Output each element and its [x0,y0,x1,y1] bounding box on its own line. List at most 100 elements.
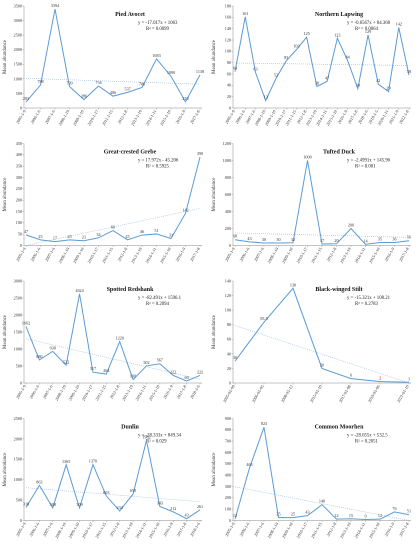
x-tick-label: 2014-1-11 [134,522,147,539]
x-tick-label: 2005-1-9 [224,247,236,263]
x-tick-label: 2005-1-9 [224,522,236,538]
y-tick-label: 50 [18,232,22,237]
x-tick-label: 2005-1-9 [15,247,27,263]
data-label: 25 [38,234,42,239]
r-squared: R² = 0.029 [146,439,167,445]
chart-panel: 0 20 40 60 80 100 120 140 160 180 Mean abundance No… [212,3,411,126]
data-label: 64 [233,66,238,71]
x-tick-label: 2008-1-19 [54,384,67,402]
y-tick-label: 60 [227,337,231,342]
data-label: 76 [392,506,396,511]
x-tick-label: 2013-1-19 [121,384,134,402]
x-tick-label: 2010-1-17 [295,522,308,540]
x-tick-label: 2014-1-11 [144,247,157,264]
x-tick-label: 2008-1-19 [266,247,279,265]
y-tick-label: 100 [225,507,231,512]
data-label: 286 [81,94,87,99]
x-tick-label: 2015-1-10 [159,247,172,265]
data-label: 1220 [116,336,124,341]
chart-panel: 0 500 1000 1500 2000 2500 3000 Mean abundance Sp… [3,278,203,401]
chart-title: Great-crested Grebe [104,150,157,156]
data-label: 161 [242,11,248,16]
x-tick-label: 2006-1-6 [238,247,250,263]
data-label: 2624 [75,288,84,293]
data-label: 3394 [51,3,60,8]
y-tick-label: 120 [225,37,231,42]
y-tick-label: 2000 [14,47,22,52]
data-label: 788 [37,79,43,84]
data-label: 318 [23,502,29,507]
data-label: 35 [378,237,382,242]
y-tick-label: 0 [229,518,231,523]
data-label: 210 [182,96,188,101]
x-tick-label: 2019-01-06 [367,384,381,403]
y-tick-label: 60 [227,71,231,76]
data-label: 2 [379,376,381,381]
trend-line [25,487,201,503]
x-tick-label: 2008-1-19 [54,522,67,540]
x-tick-label: 2017-1-8 [398,522,410,538]
x-tick-label: 2006-1-6 [29,247,41,263]
y-tick-label: 20 [227,366,231,371]
data-label: 43 [247,236,251,241]
data-label: 390 [197,151,203,156]
data-label: 103 [293,44,299,49]
x-tick-label: 2010-1-17 [295,247,308,265]
x-tick-label: 2011-1-15 [94,522,107,539]
y-tick-label: 0 [20,243,22,248]
y-tick-label: 500 [16,363,22,368]
y-tick-label: 20 [227,94,231,99]
equation: y = -82.491x + 1596.1 [138,296,182,301]
data-label: 51 [407,509,411,514]
x-tick-label: 2021-01-10 [396,384,410,403]
data-label: 1365 [62,459,70,464]
y-tick-label: 0 [229,105,231,110]
data-label: 17 [53,236,57,241]
data-label: 140 [319,499,325,504]
chart-panel: 0 100 200 300 400 500 600 700 800 900 Mean abundan… [212,416,411,539]
data-label: 66 [111,225,115,230]
chart-panel: 0 500 1000 1500 2000 2500 3000 3500 Mean abundan… [3,3,204,127]
x-tick-label: 2016-1-9 [162,384,174,400]
y-tick-label: 250 [16,186,22,191]
x-tick-label: 2006-01-05 [251,384,265,403]
y-tick-label: 100 [16,220,22,225]
equation: y = -2.4991x + 145.96 [347,159,391,164]
chart-title: Dunlin [121,425,139,431]
x-tick-label: 2011-1-15 [101,109,114,126]
y-tick-label: 40 [227,351,231,356]
equation: y = -0.6567x + 84.368 [347,21,391,26]
data-label: 47 [325,75,329,80]
x-tick-label: 2018-1-6 [189,522,201,538]
x-tick-label: 2012-1-8 [116,109,128,125]
x-tick-label: 2013-1-19 [339,522,352,540]
data-label: 680 [36,354,42,359]
x-tick-label: 2011-1-15 [310,247,323,264]
x-tick-label: 2015-1-10 [368,522,381,540]
x-tick-label: 2009-1-10 [281,522,294,540]
data-label: 25 [291,512,295,517]
y-tick-label: 80 [227,322,231,327]
y-tick-label: 180 [225,3,231,8]
y-tick-label: 1000 [223,158,231,163]
data-line [234,160,410,245]
x-tick-label: 2010-1-17 [86,247,99,265]
data-label: 863 [36,479,42,484]
data-label: 63 [253,66,257,71]
x-tick-label: 2011-1-15 [101,247,114,264]
data-line [25,156,201,243]
x-tick-label: 2009-1-10 [72,247,85,265]
x-tick-label: 2017-1-8 [398,247,410,263]
y-tick-label: 140 [225,26,231,31]
y-tick-label: 700 [225,439,231,444]
data-label: 129 [365,29,371,34]
x-tick-label: 2018-1-6 [189,384,201,400]
y-tick-label: 80 [227,60,231,65]
data-label: 25 [67,234,71,239]
data-label: 212 [170,506,176,511]
chart-title: Spotted Redshank [107,287,155,293]
x-tick-label: 2008-1-19 [266,522,279,540]
r-squared: R² = 0.2783 [355,301,379,307]
y-tick-label: 150 [16,209,22,214]
x-tick-label: 2009-1-10 [72,109,85,127]
